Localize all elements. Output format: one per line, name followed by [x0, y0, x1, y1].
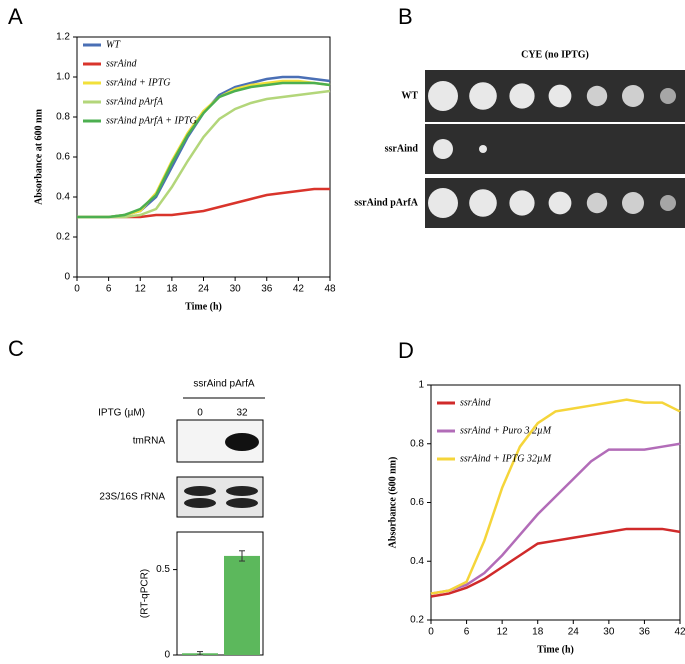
series-line — [77, 187, 330, 219]
x-tick-label: 24 — [198, 284, 210, 295]
y-axis-label: Absorbance (600 nm) — [387, 457, 398, 549]
panel-letter: A — [8, 4, 23, 29]
x-tick-label: 30 — [230, 284, 242, 295]
blot-label: 23S/16S rRNA — [99, 492, 165, 503]
colony-spot — [660, 88, 676, 104]
colony-spot — [660, 195, 676, 211]
x-tick-label: 0 — [74, 284, 80, 295]
blot-band — [184, 486, 216, 496]
series-line — [77, 81, 331, 219]
x-tick-label: 12 — [135, 284, 147, 295]
legend-label: ssrAind — [460, 397, 492, 408]
colony-spot — [622, 192, 644, 214]
y-tick-label: 0.8 — [410, 438, 424, 449]
row-label: ssrAind — [385, 143, 419, 154]
colony-spot — [469, 82, 497, 110]
colony-spot — [586, 85, 608, 107]
x-axis-label: Time (h) — [185, 301, 222, 312]
panel-letter: D — [398, 338, 414, 363]
x-tick-label: 18 — [166, 284, 178, 295]
strain-label: ssrAind pArfA — [193, 379, 254, 390]
x-tick-label: 0 — [428, 627, 434, 638]
legend-label: ssrAind pArfA — [106, 96, 164, 107]
colony-spot — [548, 191, 572, 215]
legend-label: ssrAind + IPTG — [106, 77, 171, 88]
panel-letter: C — [8, 336, 24, 361]
y-tick-label: 0.6 — [410, 497, 424, 508]
blot-band — [226, 486, 258, 496]
row-label: WT — [401, 90, 418, 101]
series-line — [77, 89, 331, 219]
series-line — [430, 398, 681, 595]
colony-spot — [586, 192, 608, 214]
legend-label: WT — [106, 39, 121, 50]
plate-strip — [425, 124, 685, 174]
y-tick-label: 0.2 — [410, 615, 424, 626]
x-tick-label: 12 — [497, 627, 509, 638]
condition-label: IPTG (µM) — [98, 408, 145, 419]
x-tick-label: 6 — [464, 627, 470, 638]
y-axis-label: Absorbance at 600 nm — [33, 108, 44, 205]
x-tick-label: 42 — [674, 627, 685, 638]
blot-box — [176, 476, 264, 518]
x-tick-label: 48 — [324, 284, 336, 295]
colony-spot — [428, 188, 458, 218]
x-tick-label: 36 — [639, 627, 651, 638]
bar — [224, 555, 260, 655]
x-tick-label: 6 — [106, 284, 112, 295]
plate-title: CYE (no IPTG) — [521, 49, 589, 60]
colony-spot — [509, 190, 535, 216]
blot-band — [226, 498, 258, 508]
y-tick-label: 0.4 — [410, 556, 424, 567]
y-axis-label: (RT-qPCR) — [140, 569, 151, 618]
y-tick-label: 1.0 — [56, 72, 70, 83]
x-tick-label: 30 — [603, 627, 615, 638]
colony-spot — [479, 145, 487, 153]
y-tick-label: 0.4 — [56, 192, 70, 203]
y-tick-label: 0.2 — [56, 232, 70, 243]
legend-label: ssrAind + IPTG 32µM — [460, 453, 552, 464]
legend-label: ssrAind pArfA + IPTG — [106, 115, 197, 126]
x-tick-label: 24 — [568, 627, 580, 638]
colony-spot — [428, 81, 458, 111]
x-tick-label: 36 — [261, 284, 273, 295]
plot-frame — [176, 531, 264, 656]
y-tick-label: 1 — [418, 380, 424, 391]
y-tick-label: 0.6 — [56, 152, 70, 163]
y-tick-label: 0.8 — [56, 112, 70, 123]
blot-band — [184, 498, 216, 508]
colony-spot — [548, 84, 572, 108]
y-tick-label: 0 — [64, 272, 70, 283]
blot-label: tmRNA — [133, 436, 166, 447]
y-tick-label: 1.2 — [56, 32, 70, 43]
colony-spot — [509, 83, 535, 109]
y-tick-label: 0.5 — [156, 564, 170, 575]
x-tick-label: 42 — [293, 284, 305, 295]
legend-label: ssrAind — [106, 58, 138, 69]
x-tick-label: 18 — [532, 627, 544, 638]
x-axis-label: Time (h) — [537, 644, 574, 655]
plot-frame — [76, 36, 331, 278]
colony-spot — [622, 85, 644, 107]
blot-band — [225, 433, 259, 451]
row-label: ssrAind pArfA — [354, 197, 418, 208]
y-tick-label: 0 — [164, 650, 170, 661]
legend-label: ssrAind + Puro 3.2µM — [460, 425, 552, 436]
series-line — [430, 527, 681, 598]
panel-letter: B — [398, 4, 413, 29]
series-line — [430, 442, 681, 595]
x-tick-label: 32 — [236, 408, 248, 419]
colony-spot — [469, 189, 497, 217]
x-tick-label: 0 — [197, 408, 203, 419]
colony-spot — [433, 139, 453, 159]
